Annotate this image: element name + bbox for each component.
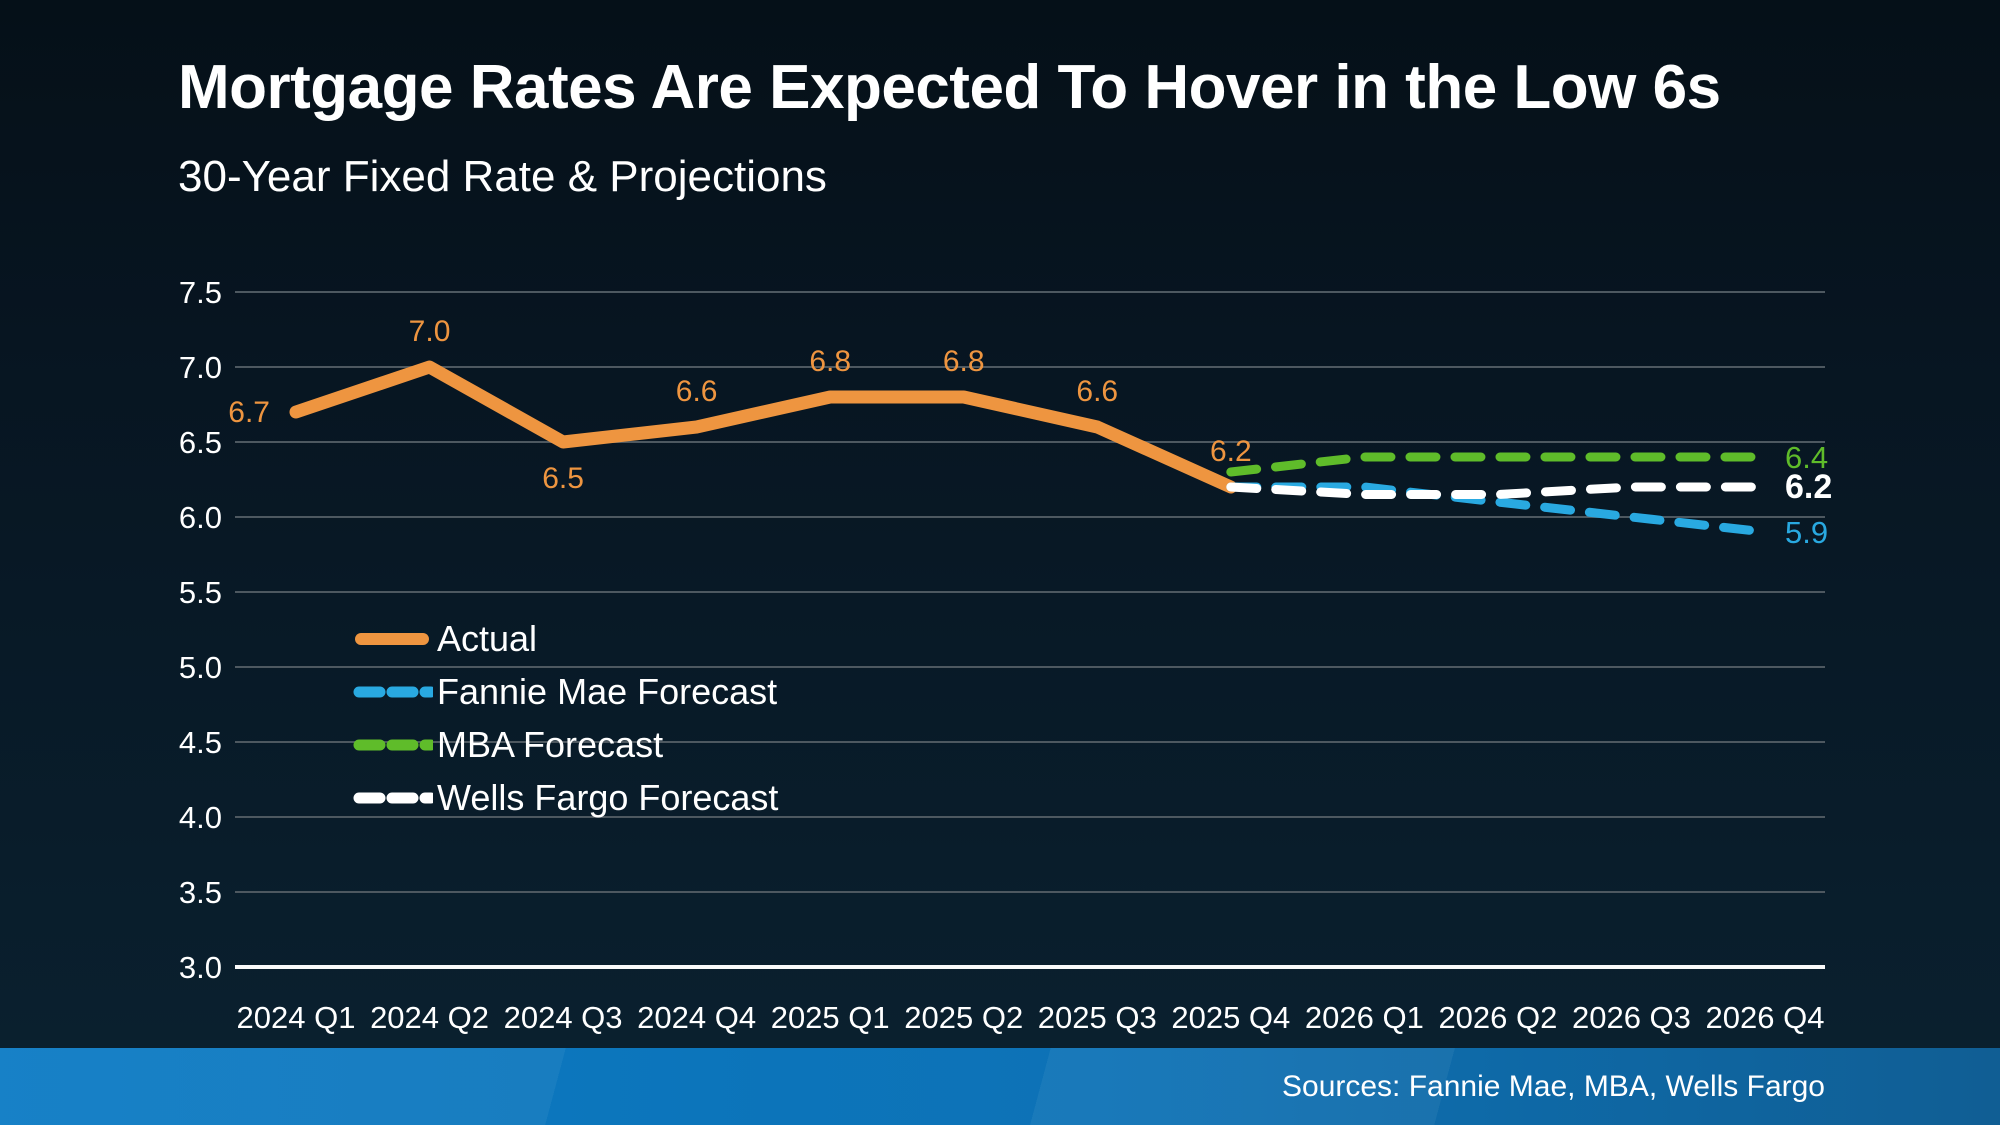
y-axis-tick-label: 7.5: [179, 275, 222, 310]
series-end-label: 6.2: [1785, 468, 1832, 506]
page-subtitle: 30-Year Fixed Rate & Projections: [178, 152, 827, 201]
y-axis-tick-label: 4.5: [179, 725, 222, 760]
y-axis-tick-label: 5.0: [179, 650, 222, 685]
x-axis-tick-label: 2025 Q2: [904, 1000, 1023, 1035]
sources-text: Sources: Fannie Mae, MBA, Wells Fargo: [1282, 1070, 1825, 1103]
y-axis-tick-label: 3.0: [179, 950, 222, 985]
series-line-actual: [289, 360, 1238, 494]
series-line-wells-fargo-forecast: [1226, 482, 1770, 499]
series-line-mba-forecast: [1226, 452, 1770, 477]
y-axis-tick-label: 3.5: [179, 875, 222, 910]
series-end-label: 5.9: [1785, 515, 1828, 550]
x-axis-tick-label: 2025 Q3: [1038, 1000, 1157, 1035]
legend-item-actual: Actual: [353, 612, 778, 665]
data-label: 6.8: [809, 345, 851, 378]
x-axis-tick-label: 2024 Q1: [237, 1000, 356, 1035]
y-axis-tick-label: 7.0: [179, 350, 222, 385]
data-label: 6.5: [542, 462, 584, 495]
y-axis-tick-label: 6.0: [179, 500, 222, 535]
legend-label-actual: Actual: [437, 617, 538, 659]
page-title: Mortgage Rates Are Expected To Hover in …: [178, 53, 1721, 122]
legend-swatch-actual-icon: [355, 632, 429, 645]
y-axis-tick-label: 4.0: [179, 800, 222, 835]
data-label: 6.6: [676, 375, 718, 408]
series-end-label: 6.4: [1785, 440, 1828, 475]
legend-swatch-fannie-mae-icon: [353, 686, 433, 697]
x-axis-tick-label: 2026 Q4: [1706, 1000, 1825, 1035]
legend-item-mba: MBA Forecast: [353, 718, 778, 771]
x-axis-tick-label: 2025 Q1: [771, 1000, 890, 1035]
data-label: 6.2: [1210, 435, 1252, 468]
y-axis-tick-label: 6.5: [179, 425, 222, 460]
x-axis-tick-label: 2026 Q3: [1572, 1000, 1691, 1035]
y-axis-tick-label: 5.5: [179, 575, 222, 610]
legend-item-wells-fargo: Wells Fargo Forecast: [353, 771, 778, 824]
data-label: 6.8: [943, 345, 985, 378]
x-axis-tick-label: 2024 Q3: [504, 1000, 623, 1035]
legend-label-mba: MBA Forecast: [437, 723, 664, 765]
legend-label-wells-fargo: Wells Fargo Forecast: [437, 776, 779, 818]
legend-label-fannie-mae: Fannie Mae Forecast: [437, 670, 778, 712]
x-axis-tick-label: 2025 Q4: [1171, 1000, 1290, 1035]
x-axis-tick-label: 2024 Q4: [637, 1000, 756, 1035]
chart-legend: Actual Fannie Mae Forecast MBA Forecast …: [353, 612, 778, 824]
data-label: 6.6: [1076, 375, 1118, 408]
legend-swatch-mba-icon: [353, 739, 433, 750]
x-axis-tick-label: 2026 Q1: [1305, 1000, 1424, 1035]
data-label: 6.7: [228, 396, 270, 429]
x-axis-tick-label: 2026 Q2: [1438, 1000, 1557, 1035]
series-line-fannie-mae-forecast: [1226, 482, 1770, 537]
data-label: 7.0: [409, 315, 451, 348]
legend-swatch-wells-fargo-icon: [353, 792, 433, 803]
footer-bar: Sources: Fannie Mae, MBA, Wells Fargo: [0, 1048, 2000, 1125]
x-axis-tick-label: 2024 Q2: [370, 1000, 489, 1035]
legend-item-fannie-mae: Fannie Mae Forecast: [353, 665, 778, 718]
